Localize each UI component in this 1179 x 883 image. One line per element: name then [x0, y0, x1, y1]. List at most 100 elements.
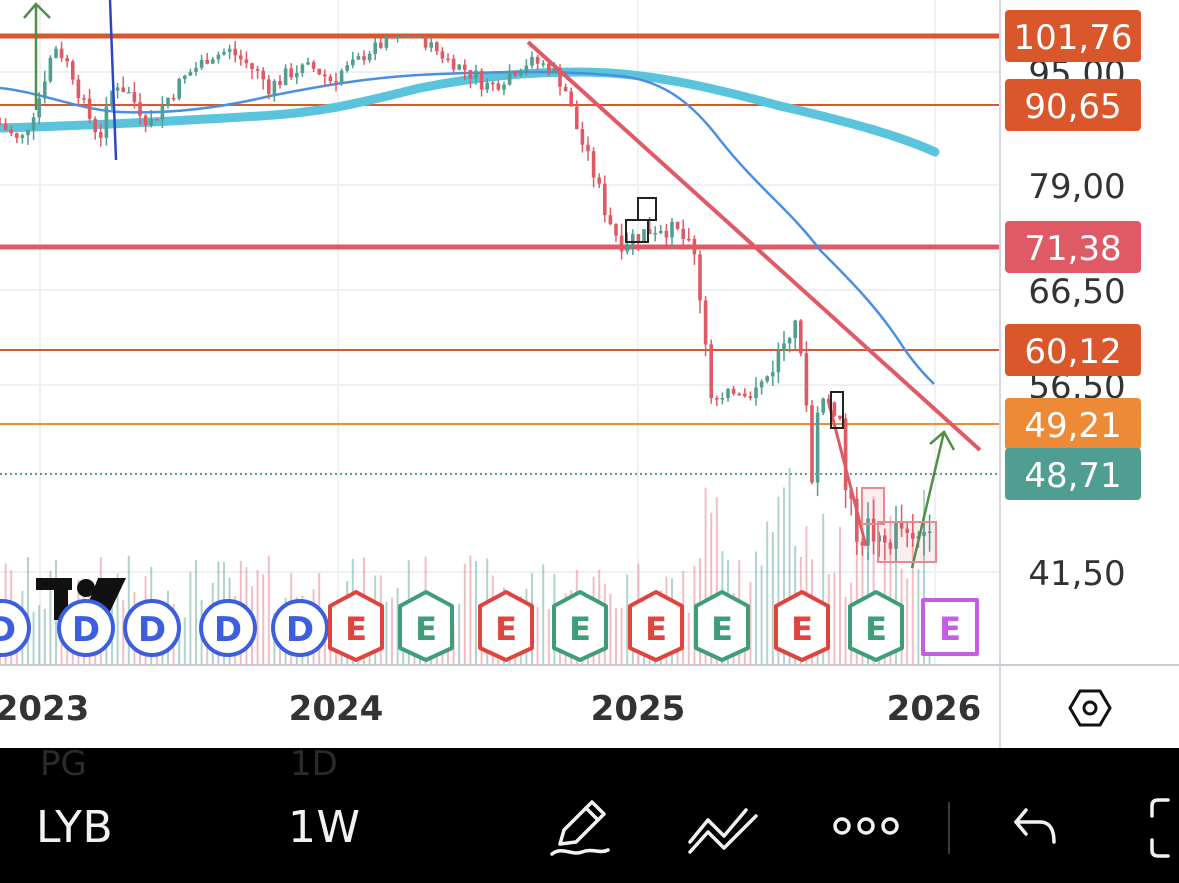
time-axis[interactable]: 2023 2024 2025 2026: [0, 689, 981, 729]
candle-body: [603, 183, 607, 216]
candle-body: [31, 117, 36, 130]
symbol-button[interactable]: LYB: [36, 802, 114, 853]
svg-text:D: D: [286, 610, 314, 650]
candle-body: [429, 42, 433, 48]
candle-body: [563, 86, 568, 92]
candle-body: [115, 87, 120, 91]
candle-body: [127, 91, 131, 94]
volume-bar: [760, 565, 763, 665]
candle-body: [922, 531, 926, 537]
zone-box-1[interactable]: [861, 487, 885, 525]
svg-text:E: E: [569, 610, 591, 648]
toolbar-separator: [948, 802, 950, 854]
volume-bar: [704, 487, 707, 665]
price-level-badge: 71,38: [1005, 221, 1141, 273]
candle-body: [43, 81, 47, 99]
candle-body: [675, 221, 680, 229]
undo-icon[interactable]: [1010, 804, 1060, 848]
candle-body: [894, 520, 898, 549]
zone-box-2[interactable]: [877, 521, 937, 563]
price-tick-label: 66,50: [1028, 272, 1125, 312]
earnings-marker[interactable]: E: [328, 590, 384, 662]
candle-body: [76, 79, 81, 99]
candle-body: [244, 59, 249, 64]
candle-body: [261, 70, 265, 80]
earnings-marker[interactable]: E: [552, 590, 608, 662]
dividend-marker[interactable]: D: [123, 599, 181, 657]
pencil-icon[interactable]: [548, 794, 614, 860]
candle-body: [183, 75, 187, 79]
candle-body: [815, 412, 820, 483]
fullscreen-icon[interactable]: [1146, 796, 1179, 860]
candle-body: [15, 133, 19, 138]
volume-bar: [844, 596, 847, 665]
candle-body: [771, 372, 775, 377]
vertical-line-blue[interactable]: [108, 0, 118, 161]
candle-body: [82, 98, 86, 100]
dividend-marker[interactable]: D: [271, 599, 329, 657]
candle-body: [155, 118, 159, 121]
price-level-label: 90,65: [1024, 87, 1121, 127]
candle-body: [855, 498, 859, 542]
price-level-label: 101,76: [1014, 18, 1133, 58]
candle-body: [513, 71, 517, 76]
volume-bar: [262, 574, 265, 665]
settings-hexagon-icon[interactable]: [1068, 689, 1112, 727]
earnings-marker[interactable]: E: [694, 590, 750, 662]
volume-bar: [783, 487, 785, 665]
price-level-label: 71,38: [1024, 229, 1121, 269]
candle-body: [334, 81, 338, 83]
volume-bar: [385, 601, 388, 665]
candle-body: [759, 381, 764, 388]
svg-text:D: D: [0, 610, 16, 650]
time-tick-label: 2024: [289, 689, 384, 729]
candle-body: [121, 87, 125, 93]
candle-body: [255, 69, 260, 71]
earnings-marker[interactable]: E: [398, 590, 454, 662]
candle-body: [530, 56, 534, 66]
volume-bar: [906, 578, 909, 665]
earnings-marker[interactable]: E: [921, 598, 979, 656]
trendline-main[interactable]: [526, 40, 982, 452]
trendline-secondary[interactable]: [826, 399, 868, 547]
candle-body: [3, 123, 8, 130]
price-tick-label: 79,00: [1028, 167, 1125, 207]
interval-button[interactable]: 1W: [288, 802, 361, 853]
candle-body: [787, 338, 792, 344]
candle-body: [295, 72, 299, 78]
earnings-marker[interactable]: E: [628, 590, 684, 662]
candle-body: [754, 387, 758, 398]
candle-body: [289, 68, 293, 78]
highlight-box-3[interactable]: [830, 391, 844, 429]
more-icon[interactable]: [830, 812, 902, 840]
volume-bar: [687, 612, 690, 665]
drawing-tools-icon[interactable]: [686, 798, 760, 858]
highlight-box-2[interactable]: [637, 197, 657, 221]
candle-body: [748, 396, 753, 398]
candle-body: [731, 388, 736, 394]
dividend-marker[interactable]: D: [199, 599, 257, 657]
earnings-marker[interactable]: E: [774, 590, 830, 662]
candle-body: [911, 532, 915, 539]
volume-bar: [771, 532, 774, 665]
arrow-up-left[interactable]: [23, 2, 51, 110]
candle-body: [474, 70, 478, 79]
volume-bar: [839, 526, 841, 665]
arrow-up-right[interactable]: [910, 430, 956, 569]
candle-body: [362, 56, 366, 61]
candle-body: [26, 129, 30, 136]
candle-body: [804, 353, 809, 406]
candle-body: [524, 65, 529, 72]
candle-body: [401, 36, 405, 38]
volume-bar: [122, 599, 125, 665]
earnings-marker[interactable]: E: [848, 590, 904, 662]
dividend-marker[interactable]: D: [57, 599, 115, 657]
dividend-marker[interactable]: D: [0, 599, 31, 657]
candle-body: [541, 63, 545, 65]
earnings-marker[interactable]: E: [478, 590, 534, 662]
candle-body: [328, 76, 333, 82]
